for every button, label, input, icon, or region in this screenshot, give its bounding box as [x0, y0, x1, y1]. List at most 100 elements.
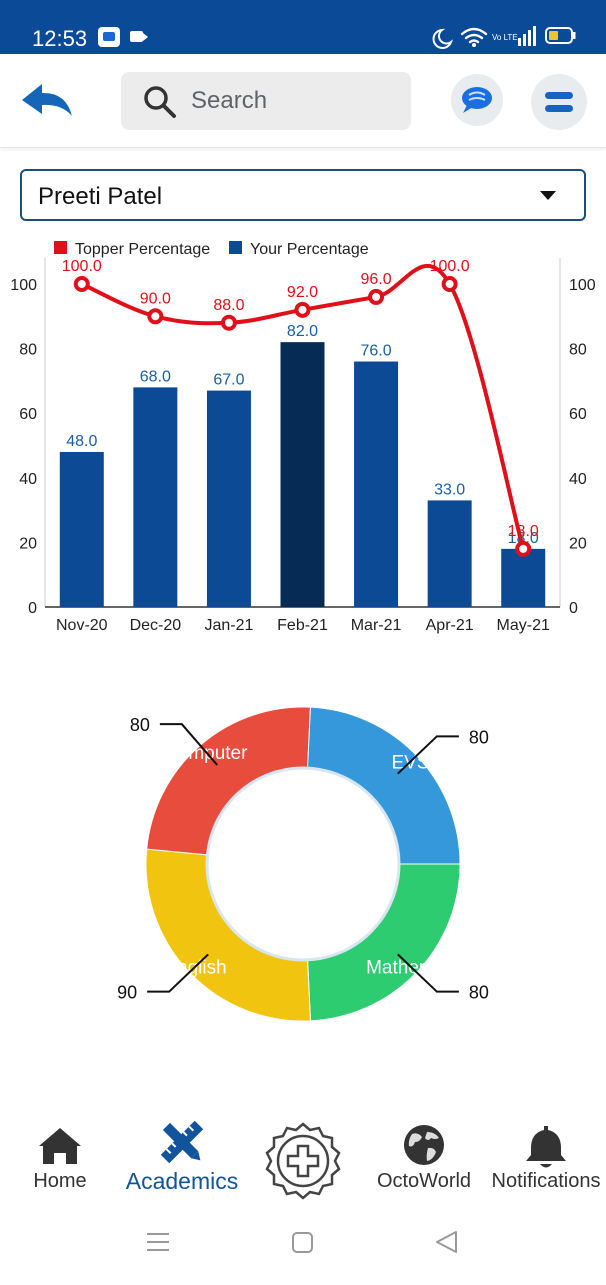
- percentage-chart: Topper Percentage Your Percentage 0 0 20 20 40…: [0, 230, 606, 670]
- bar-your-percentage[interactable]: [206, 390, 251, 607]
- subject-donut-chart-svg: MathematicsEnglishComputerEVSMathemati80…: [25, 640, 489, 1022]
- x-tick-label: Jan-21: [204, 617, 253, 634]
- bar-value-label: 18.0: [508, 530, 539, 547]
- topper-point[interactable]: [515, 540, 532, 557]
- x-tick-label: Nov-20: [56, 617, 108, 634]
- donut-slice-label: EVS: [391, 753, 429, 774]
- y-tick-left: 100: [10, 277, 37, 294]
- legend-label-topper: Topper Percentage: [75, 241, 210, 258]
- topper-value-label: 92.0: [287, 284, 318, 301]
- recents-button[interactable]: [147, 1233, 169, 1251]
- search-input[interactable]: [191, 82, 401, 120]
- nav-add-button[interactable]: [262, 1110, 344, 1200]
- donut-leader-line: [397, 953, 459, 993]
- bar-your-percentage[interactable]: [280, 342, 325, 607]
- topper-point[interactable]: [220, 314, 237, 331]
- topper-value-label: 88.0: [213, 297, 244, 314]
- donut-leader-line: [147, 953, 209, 993]
- search-icon: [144, 86, 176, 118]
- moon-icon: [432, 28, 454, 49]
- donut-value-label: 80: [469, 983, 489, 1003]
- system-navigation-bar: [0, 1212, 606, 1280]
- y-tick-right: 40: [569, 471, 587, 488]
- topper-value-label: 18.0: [508, 523, 539, 540]
- x-tick-label: Apr-21: [426, 617, 474, 634]
- app-notification-icon: [98, 27, 120, 47]
- nav-academics-label: Academics: [125, 1168, 239, 1194]
- bar-your-percentage[interactable]: [59, 451, 104, 607]
- chat-bubble-icon: [462, 87, 492, 113]
- student-select[interactable]: Preeti Patel: [20, 169, 586, 221]
- donut-leader-line: [397, 735, 459, 775]
- back-button[interactable]: [20, 80, 76, 120]
- donut-hole: [205, 766, 401, 962]
- topper-point[interactable]: [147, 308, 164, 325]
- academics-icon: [160, 1120, 204, 1164]
- y-tick-right: 60: [569, 406, 587, 423]
- bar-value-label: 67.0: [213, 372, 244, 389]
- back-arrow-icon: [22, 84, 72, 116]
- bar-value-label: 76.0: [361, 343, 392, 360]
- topper-value-label: 90.0: [140, 290, 171, 307]
- wifi-icon: [460, 27, 488, 44]
- percentage-chart-svg: Topper Percentage Your Percentage 0 0 20 20 40…: [10, 241, 596, 634]
- nav-octoworld-label: OctoWorld: [376, 1170, 472, 1192]
- x-tick-label: Feb-21: [277, 617, 328, 634]
- bar-your-percentage[interactable]: [501, 548, 546, 607]
- y-tick-right: 80: [569, 342, 587, 359]
- back-system-button[interactable]: [436, 1231, 457, 1253]
- topper-point[interactable]: [294, 301, 311, 318]
- donut-slice-label: English: [164, 957, 226, 978]
- bar-your-percentage[interactable]: [133, 387, 178, 607]
- bottom-nav: Home Academics: [0, 1110, 606, 1210]
- nav-home[interactable]: Home: [20, 1110, 100, 1200]
- status-bar: 12:53 Vo LTE: [0, 0, 606, 54]
- bar-value-label: 48.0: [66, 433, 97, 450]
- bar-your-percentage[interactable]: [354, 361, 399, 607]
- y-tick-right: 0: [569, 600, 578, 617]
- topper-point[interactable]: [441, 276, 458, 292]
- bar-value-label: 33.0: [434, 481, 465, 498]
- nav-notifications[interactable]: Notifications: [486, 1110, 606, 1200]
- legend-swatch-yours: [229, 241, 242, 254]
- app-bar: [0, 54, 606, 148]
- menu-button[interactable]: [531, 74, 587, 130]
- topper-point[interactable]: [368, 288, 385, 305]
- home-system-button[interactable]: [292, 1232, 313, 1253]
- signal-icon: [518, 26, 536, 46]
- search-box[interactable]: [121, 72, 411, 130]
- y-tick-left: 0: [28, 600, 37, 617]
- donut-value-label: 90: [117, 983, 137, 1003]
- home-icon: [39, 1128, 81, 1164]
- network-type-label: Vo LTE: [492, 33, 518, 42]
- bar-value-label: 68.0: [140, 368, 171, 385]
- topper-value-label: 100.0: [62, 258, 102, 275]
- bell-icon: [526, 1126, 566, 1168]
- donut-slice-label: Mathemati: [366, 957, 455, 978]
- chart-legend: Topper Percentage Your Percentage: [54, 241, 369, 258]
- nav-octoworld[interactable]: OctoWorld: [372, 1110, 476, 1200]
- battery-icon: [545, 27, 576, 44]
- bar-your-percentage[interactable]: [427, 500, 472, 607]
- video-icon: [130, 31, 143, 42]
- donut-value-label: 80: [469, 727, 489, 747]
- y-tick-left: 40: [19, 471, 37, 488]
- bar-value-label: 82.0: [287, 323, 318, 340]
- add-badge-icon: [265, 1122, 341, 1200]
- y-tick-right: 100: [569, 277, 596, 294]
- chevron-down-icon: [540, 191, 556, 200]
- x-tick-label: Dec-20: [130, 617, 182, 634]
- donut-leader-line: [159, 723, 218, 766]
- legend-label-yours: Your Percentage: [250, 241, 369, 258]
- topper-point[interactable]: [73, 276, 90, 292]
- status-time: 12:53: [32, 26, 88, 51]
- y-tick-left: 20: [19, 535, 37, 552]
- chat-button[interactable]: [451, 74, 503, 126]
- y-tick-left: 80: [19, 342, 37, 359]
- nav-academics[interactable]: Academics: [118, 1110, 246, 1200]
- nav-home-label: Home: [33, 1170, 87, 1192]
- x-tick-label: Mar-21: [351, 617, 402, 634]
- student-select-value: Preeti Patel: [38, 183, 163, 210]
- menu-icon: [545, 92, 573, 112]
- nav-notifications-label: Notifications: [491, 1170, 601, 1192]
